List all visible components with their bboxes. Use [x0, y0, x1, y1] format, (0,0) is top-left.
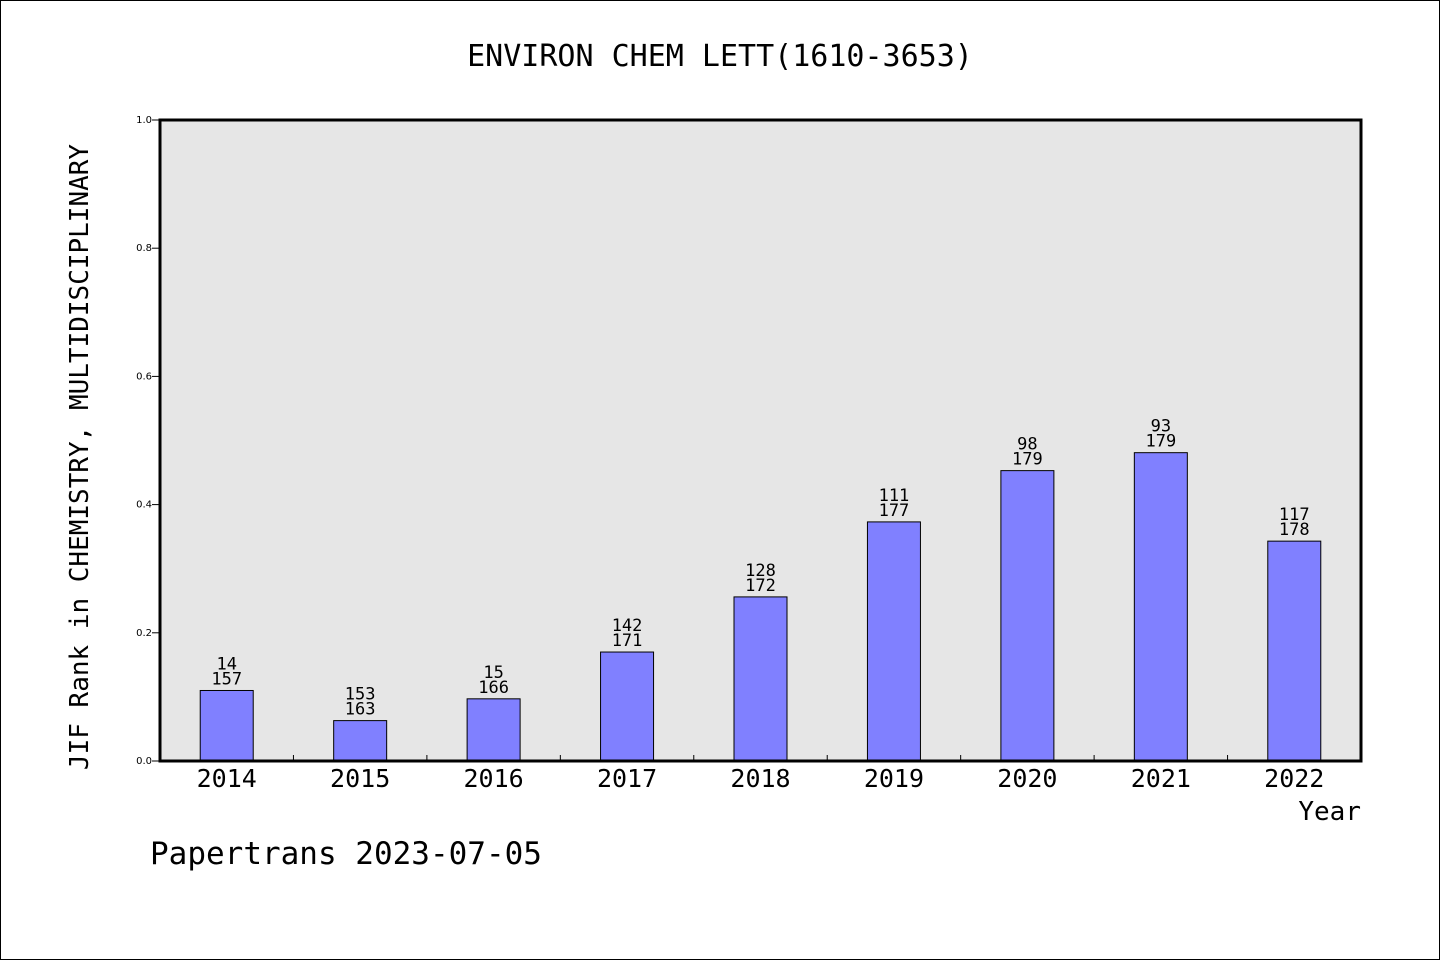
- chart-title: ENVIRON CHEM LETT(1610-3653): [467, 39, 973, 74]
- bar-2016: [466, 698, 521, 762]
- bar-total-label: 179: [1145, 432, 1176, 452]
- bar-2014: [199, 689, 254, 762]
- bar-rank-label: 128: [745, 561, 776, 581]
- plot-frame: [158, 118, 1363, 763]
- bar-2022: [1267, 540, 1322, 762]
- x-axis: 2014 2015 2016 2017 2018 2019 2020 2021 2022: [197, 755, 1324, 793]
- bar-rank-label: 98: [1017, 435, 1037, 455]
- bar-2017: [600, 651, 655, 762]
- bar-total-label: 177: [879, 501, 910, 521]
- bar-2020: [1000, 470, 1055, 762]
- x-axis-label: Year: [1298, 797, 1361, 827]
- bar-total-label: 179: [1012, 450, 1043, 470]
- bar-total-label: 171: [612, 631, 643, 651]
- x-tick-label: 2014: [197, 764, 257, 793]
- bar-total-label: 166: [478, 678, 509, 698]
- x-tick-label: 2015: [330, 764, 390, 793]
- bar-total-label: 172: [745, 576, 776, 596]
- y-tick-label: 0.8: [136, 243, 152, 254]
- bar-total-label: 178: [1279, 520, 1310, 540]
- y-tick-label: 0.0: [136, 756, 152, 767]
- x-tick-label: 2018: [730, 764, 790, 793]
- bar-rank-label: 14: [216, 654, 236, 674]
- bar-2018: [733, 596, 788, 762]
- y-tick-label: 0.6: [136, 371, 152, 382]
- y-tick-label: 1.0: [136, 115, 152, 126]
- x-tick-label: 2017: [597, 764, 657, 793]
- bar-2019: [866, 521, 921, 762]
- footer-credit: Papertrans 2023-07-05: [150, 836, 542, 872]
- bar-rank-label: 93: [1151, 417, 1171, 437]
- x-tick-label: 2021: [1131, 764, 1191, 793]
- bar-rank-label: 117: [1279, 505, 1310, 525]
- x-tick-label: 2020: [997, 764, 1057, 793]
- x-tick-label: 2022: [1264, 764, 1324, 793]
- bar-rank-label: 153: [345, 685, 376, 705]
- x-tick-label: 2019: [864, 764, 924, 793]
- y-tick-label: 0.2: [136, 628, 152, 639]
- y-tick-label: 0.4: [136, 500, 152, 511]
- x-tick-label: 2016: [464, 764, 524, 793]
- y-axis-label: JIF Rank in CHEMISTRY, MULTIDISCIPLINARY: [65, 144, 95, 770]
- bar-rank-label: 111: [879, 486, 910, 506]
- bar-total-label: 157: [211, 669, 242, 689]
- bar-data-labels: 1415715316315166142171128172111177981799…: [211, 417, 1309, 720]
- bar-rank-label: 142: [612, 616, 643, 636]
- bar-2021: [1133, 452, 1188, 762]
- bar-series: [199, 452, 1322, 762]
- bar-total-label: 163: [345, 700, 376, 720]
- bar-rank-label: 15: [483, 663, 503, 683]
- bar-2015: [333, 720, 388, 762]
